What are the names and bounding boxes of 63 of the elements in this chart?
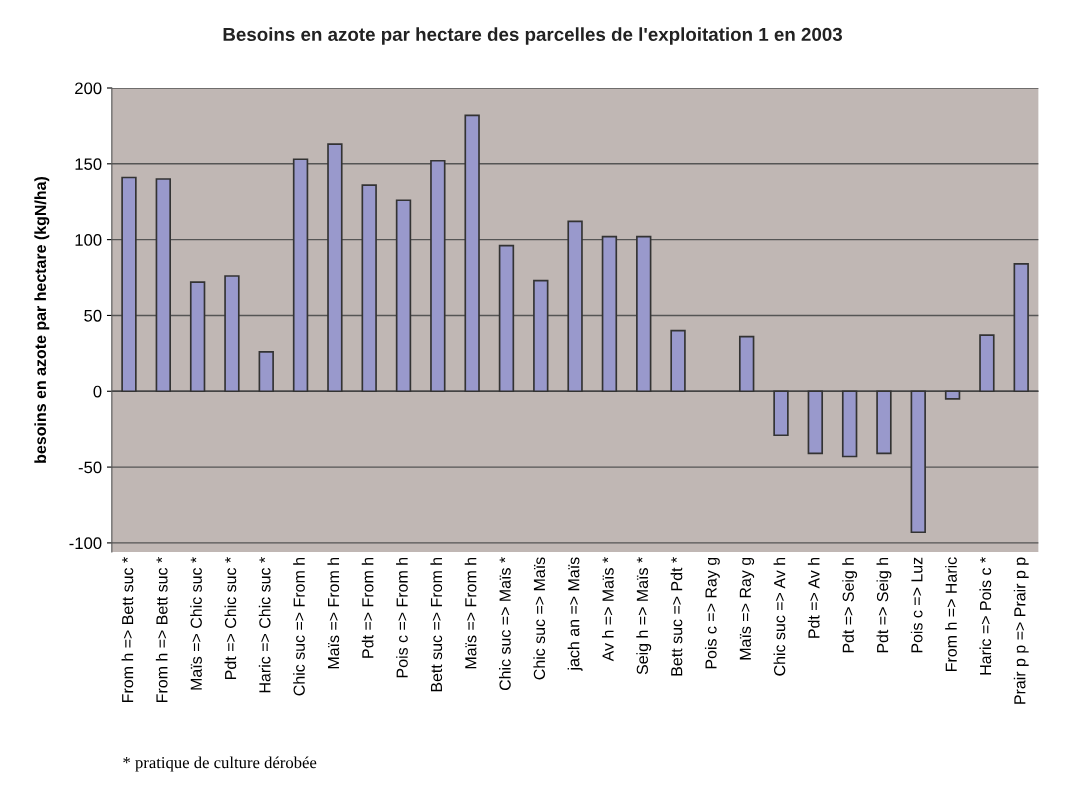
bar — [258, 351, 274, 393]
bar — [430, 159, 446, 393]
bar — [601, 235, 618, 393]
x-tick-label: From h => Bett suc * — [121, 557, 134, 703]
bar — [361, 184, 377, 393]
x-tick-label: Pdt => Chic suc * — [224, 557, 237, 679]
x-tick-label: From h => Haric — [945, 557, 957, 671]
bar — [292, 158, 309, 393]
x-tick-label: Chic suc => From h — [293, 557, 305, 696]
bar — [910, 390, 926, 534]
bar — [807, 390, 824, 455]
x-tick-label: Pdt => Seig h — [842, 557, 858, 653]
bar — [636, 235, 652, 393]
bar — [670, 329, 686, 393]
bar — [841, 390, 858, 458]
bar — [464, 114, 480, 393]
y-tick-label: 200 — [75, 82, 102, 95]
bar — [533, 279, 549, 393]
bar — [876, 390, 892, 455]
x-tick-label: Bett suc => Pdt * — [670, 557, 683, 676]
x-tick-label: jach an => Maïs — [567, 557, 583, 671]
x-tick-label: Maïs => From h — [464, 557, 477, 669]
bar — [1013, 263, 1029, 393]
x-tick-label: Pdt => Av h — [807, 557, 820, 638]
y-tick-label: 100 — [75, 234, 102, 246]
x-tick-label: Maïs => Ray g — [739, 557, 755, 660]
text: * pratique de culture dérobée — [123, 756, 317, 772]
x-tick-label: Av h => Maïs * — [601, 557, 614, 662]
bar — [944, 390, 961, 400]
chart-title: Besoins en azote par hectare des parcelles de l'exploitation 1 en 2003 — [223, 27, 843, 45]
bar — [189, 281, 206, 393]
y-tick-label: 150 — [75, 158, 102, 171]
x-tick-label: From h => Bett suc * — [155, 557, 168, 703]
bar — [155, 178, 171, 393]
bar — [327, 143, 343, 393]
x-tick-label: Pois c => Ray g — [704, 557, 720, 669]
bar — [395, 199, 412, 393]
y-tick-label: 0 — [93, 385, 102, 398]
bar — [498, 244, 515, 393]
y-tick-label: -100 — [69, 537, 102, 550]
bar — [979, 334, 995, 393]
x-tick-label: Pois c => From h — [396, 557, 408, 678]
bar — [738, 335, 755, 393]
x-tick-label: Haric => Chic suc * — [258, 557, 271, 693]
x-tick-label: Pdt => Seig h — [876, 557, 892, 653]
bar — [121, 176, 137, 393]
y-tick-label: -50 — [78, 461, 102, 474]
y-axis-title: besoins en azote par hectare (kgN/ha) — [34, 176, 50, 463]
bar — [773, 390, 789, 437]
bar — [567, 220, 583, 393]
x-tick-label: Chic suc => Av h — [773, 557, 786, 676]
x-tick-label: Pois c => Luz — [910, 557, 923, 653]
x-tick-label: Maïs => Chic suc * — [190, 557, 202, 690]
x-tick-label: Prair p p => Prair p p — [1013, 557, 1029, 704]
bar — [224, 275, 240, 393]
x-tick-label: Haric => Pois c * — [979, 557, 992, 675]
x-tick-label: Pdt => From h — [361, 557, 374, 658]
x-tick-label: Chic suc => Maïs * — [499, 557, 511, 691]
y-tick-label: 50 — [84, 309, 102, 322]
x-tick-label: Maïs => From h — [327, 557, 340, 669]
x-tick-label: Seig h => Maïs * — [636, 557, 652, 675]
x-tick-label: Chic suc => Maïs — [533, 557, 546, 680]
x-tick-label: Bett suc => From h — [430, 557, 443, 692]
